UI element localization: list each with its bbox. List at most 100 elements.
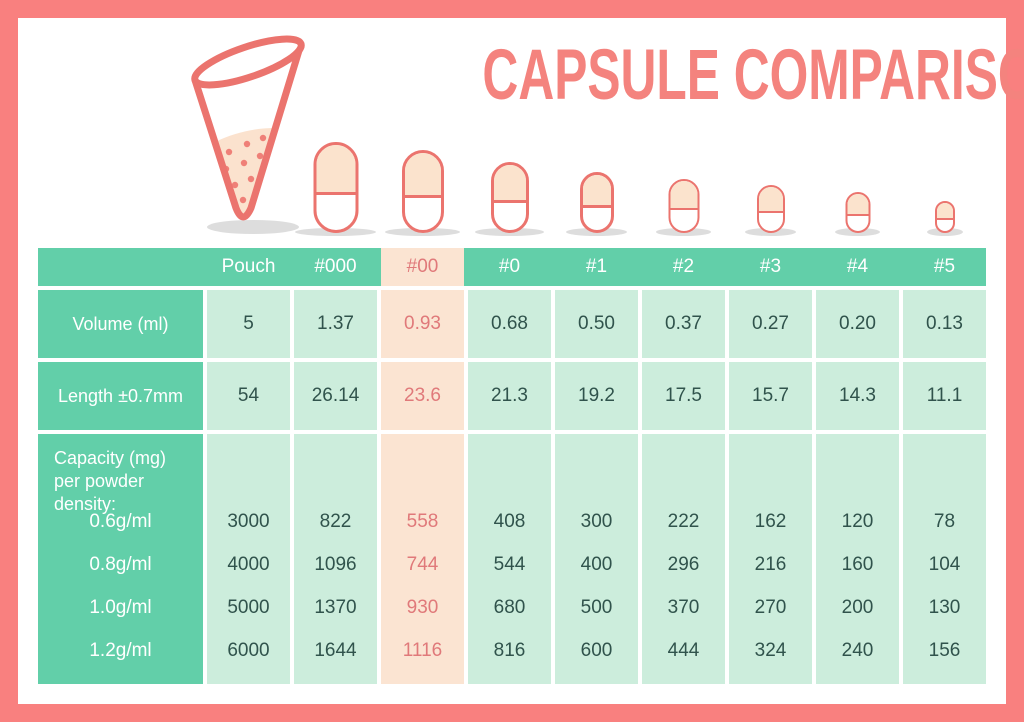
pouch-cone-icon bbox=[191, 35, 305, 234]
capacity-column: 822 1096 1370 1644 bbox=[294, 434, 377, 684]
table-cell: 0.50 bbox=[555, 290, 638, 358]
table-cell: 680 bbox=[493, 596, 526, 618]
table-cell: 19.2 bbox=[555, 362, 638, 430]
table-cell: 0.68 bbox=[468, 290, 551, 358]
poster-background: CAPSULE COMPARISON Pouch #000 #00 #0 #1 #2 #3 bbox=[18, 18, 1024, 704]
table-cell: 408 bbox=[493, 510, 526, 532]
column-header-size4: #4 bbox=[846, 256, 869, 277]
table-cell: 156 bbox=[928, 639, 961, 661]
pouch-outline bbox=[191, 40, 305, 221]
table-cell: 600 bbox=[580, 639, 613, 661]
table-cell: 1370 bbox=[314, 596, 357, 618]
capacity-column: 300 400 500 600 bbox=[555, 434, 638, 684]
capsule-icon-5 bbox=[926, 198, 963, 236]
capsule-illustration-row bbox=[38, 28, 986, 236]
capsule-body bbox=[579, 172, 614, 233]
table-cell: 0.13 bbox=[903, 290, 986, 358]
table-cell: 822 bbox=[319, 510, 352, 532]
capacity-column-spacer bbox=[468, 434, 551, 500]
table-cell: 3000 bbox=[227, 510, 270, 532]
column-header-size000: #000 bbox=[314, 256, 357, 277]
table-cell: 120 bbox=[841, 510, 874, 532]
row-label-length: Length ±0.7mm bbox=[38, 362, 203, 430]
table-cell: 23.6 bbox=[381, 362, 464, 430]
table-cell: 0.37 bbox=[642, 290, 725, 358]
capsule-body bbox=[668, 179, 699, 233]
page-title-text: CAPSULE COMPARISON bbox=[482, 36, 1024, 115]
capsule-icon-0 bbox=[475, 159, 544, 236]
table-row-capacity: Capacity (mg) per powder density: 0.6g/ml… bbox=[38, 434, 986, 684]
density-label: 1.2g/ml bbox=[89, 639, 152, 661]
table-cell: 1644 bbox=[314, 639, 357, 661]
table-cell: 21.3 bbox=[468, 362, 551, 430]
capacity-column-spacer bbox=[555, 434, 638, 500]
capsule-cap bbox=[847, 194, 868, 216]
table-cell: 270 bbox=[754, 596, 787, 618]
table-cell: 6000 bbox=[227, 639, 270, 661]
table-cell: 11.1 bbox=[903, 362, 986, 430]
density-label: 1.0g/ml bbox=[89, 596, 152, 618]
capsule-cap bbox=[670, 181, 697, 210]
capsule-icon-00 bbox=[384, 147, 461, 236]
table-cell: 400 bbox=[580, 553, 613, 575]
density-label: 0.6g/ml bbox=[89, 510, 152, 532]
table-cell: 15.7 bbox=[729, 362, 812, 430]
table-cell: 744 bbox=[406, 553, 439, 575]
capsule-cap bbox=[316, 145, 355, 195]
capsule-body bbox=[756, 185, 785, 233]
table-cell: 104 bbox=[928, 553, 961, 575]
table-cell: 324 bbox=[754, 639, 787, 661]
capacity-column-spacer bbox=[207, 434, 290, 500]
table-cell: 296 bbox=[667, 553, 700, 575]
column-header-size2: #2 bbox=[672, 256, 695, 277]
table-cell: 160 bbox=[841, 553, 874, 575]
powder-dots bbox=[222, 134, 267, 204]
capsule-icon-4 bbox=[835, 189, 880, 236]
table-cell: 4000 bbox=[227, 553, 270, 575]
capacity-column-spacer bbox=[903, 434, 986, 500]
capacity-column-spacer bbox=[381, 434, 464, 500]
table-cell: 500 bbox=[580, 596, 613, 618]
column-header-Pouch: Pouch bbox=[221, 256, 276, 277]
capsule-cap bbox=[582, 175, 611, 208]
capacity-column: 222 296 370 444 bbox=[642, 434, 725, 684]
table-cell: 14.3 bbox=[816, 362, 899, 430]
table-cell: 1096 bbox=[314, 553, 357, 575]
table-cell: 5000 bbox=[227, 596, 270, 618]
table-cell: 1.37 bbox=[294, 290, 377, 358]
table-cell: 17.5 bbox=[642, 362, 725, 430]
capacity-column: 162 216 270 324 bbox=[729, 434, 812, 684]
table-cell: 558 bbox=[406, 510, 439, 532]
capacity-column: 408 544 680 816 bbox=[468, 434, 551, 684]
table-cell: 162 bbox=[754, 510, 787, 532]
table-cell: 370 bbox=[667, 596, 700, 618]
table-cell: 54 bbox=[207, 362, 290, 430]
capacity-column-spacer bbox=[816, 434, 899, 500]
capsule-body bbox=[845, 192, 870, 233]
highlight-column-header-bg bbox=[381, 248, 464, 286]
capacity-column: 558 744 930 1116 bbox=[381, 434, 464, 684]
capsule-body bbox=[490, 162, 529, 233]
table-cell: 0.27 bbox=[729, 290, 812, 358]
pouch-shadow bbox=[207, 220, 299, 234]
capsule-body bbox=[401, 150, 444, 233]
capacity-column: 3000 4000 5000 6000 bbox=[207, 434, 290, 684]
column-header-size5: #5 bbox=[933, 256, 956, 277]
capsule-icon-000 bbox=[295, 139, 376, 236]
column-header-size3: #3 bbox=[759, 256, 782, 277]
table-cell: 816 bbox=[493, 639, 526, 661]
capacity-column-spacer bbox=[642, 434, 725, 500]
capsule-icon-2 bbox=[655, 176, 712, 236]
capsule-body bbox=[934, 201, 955, 233]
table-cell: 216 bbox=[754, 553, 787, 575]
capsule-icon-1 bbox=[565, 169, 628, 236]
capacity-column-spacer bbox=[294, 434, 377, 500]
capsule-cap bbox=[493, 165, 526, 204]
table-cell: 0.20 bbox=[816, 290, 899, 358]
table-cell: 0.93 bbox=[381, 290, 464, 358]
pouch-opening bbox=[191, 35, 305, 89]
density-label: 0.8g/ml bbox=[89, 553, 152, 575]
capacity-label-cell: Capacity (mg) per powder density: 0.6g/ml… bbox=[38, 434, 203, 684]
table-cell: 544 bbox=[493, 553, 526, 575]
